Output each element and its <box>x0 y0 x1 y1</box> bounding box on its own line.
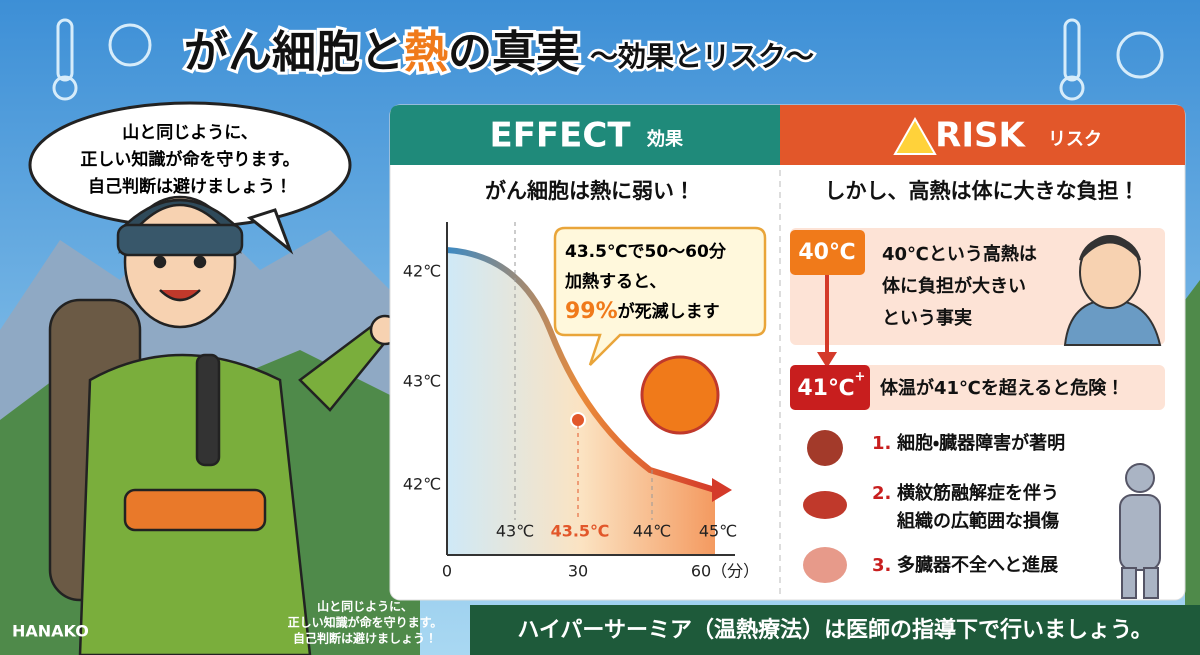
x-label: 0 <box>442 562 452 581</box>
effect-header-bg <box>390 105 780 165</box>
organ-icon <box>807 430 843 466</box>
item-num: 2. <box>872 483 891 504</box>
danger-text: 体温が41℃を超えると危険！ <box>880 377 1124 399</box>
sick-person <box>1063 234 1162 346</box>
speech-line: 山と同じように、 <box>122 123 258 143</box>
fever-line: 40℃という高熱は <box>882 243 1037 265</box>
thermometer-icon <box>52 18 1164 101</box>
fever-line: という事実 <box>882 307 972 329</box>
risk-header-bg <box>780 105 1185 165</box>
speech-bubble: 山と同じように、 正しい知識が命を守ります。 自己判断は避けましょう！ <box>28 101 352 255</box>
y-label: 42℃ <box>403 262 441 281</box>
muscle-icon <box>803 491 847 519</box>
item-line: 多臓器不全へと進展 <box>897 554 1059 576</box>
cancer-cell <box>640 355 720 435</box>
intestine-icon <box>803 547 847 583</box>
x-label: 30 <box>568 562 588 581</box>
fever-badge: 40℃ <box>798 240 855 265</box>
caption-line: 正しい知識が命を守ります。 <box>288 615 443 630</box>
fever-line: 体に負担が大きい <box>882 275 1026 297</box>
callout: 43.5℃で50〜60分 加熱すると、 99%が死滅します <box>553 226 767 366</box>
arrow-head <box>817 352 837 368</box>
effect-heading: がん細胞は熱に弱い！ <box>485 179 695 203</box>
curve-point <box>570 412 586 428</box>
effect-header-jp: 効果 <box>646 128 684 150</box>
fever-box <box>790 228 1165 345</box>
danger-box <box>790 365 1165 410</box>
guide-lines <box>514 222 653 520</box>
item-line: 組織の広範囲な損傷 <box>896 510 1059 532</box>
x-label: 60（分） <box>691 562 759 581</box>
risk-header: RISK <box>935 116 1026 156</box>
item-num: 3. <box>872 555 891 576</box>
character-name: HANAKO <box>12 622 89 641</box>
caption-line: 山と同じように、 <box>317 600 413 614</box>
heat-area <box>447 250 715 555</box>
warning-icon <box>893 116 937 155</box>
item-num: 1. <box>872 433 891 454</box>
y-label: 43℃ <box>403 372 441 391</box>
temp-label: 44℃ <box>633 522 671 541</box>
callout-line: 43.5℃で50〜60分 <box>565 242 727 262</box>
speech-line: 正しい知識が命を守ります。 <box>80 149 299 170</box>
y-label: 42℃ <box>403 475 441 494</box>
risk-header-jp: リスク <box>1048 129 1102 150</box>
subtitle: 〜効果とリスク〜 <box>590 40 814 73</box>
hiker <box>48 195 401 655</box>
danger-badge-bg <box>790 365 870 410</box>
risk-heading: しかし、高熱は体に大きな負担！ <box>825 179 1140 203</box>
hills-right <box>1185 280 1200 655</box>
item-line: 細胞・臓器障害が著明 <box>897 432 1065 454</box>
item-line: 横紋筋融解症を伴う <box>897 482 1059 504</box>
callout-line: 99%が死滅します <box>565 299 720 324</box>
temp-label: 45℃ <box>699 522 737 541</box>
fever-badge-bg <box>790 230 865 275</box>
caption: 山と同じように、 正しい知識が命を守ります。 自己判断は避けましょう！ <box>288 600 443 646</box>
danger-badge: 41℃ <box>797 376 854 401</box>
title: がん細胞と熱の真実 <box>184 27 580 78</box>
footer-bg <box>470 605 1200 655</box>
callout-line: 加熱すると、 <box>564 271 666 292</box>
temp-label: 43.5℃ <box>551 522 610 541</box>
effect-header: EFFECT <box>489 116 631 156</box>
curve-arrow <box>712 478 732 502</box>
danger-badge-sup: + <box>855 370 866 385</box>
caption-line: 自己判断は避けましょう！ <box>293 631 437 646</box>
temp-label: 43℃ <box>496 522 534 541</box>
speech-line: 自己判断は避けましょう！ <box>88 176 292 197</box>
temperature-curve <box>446 247 716 493</box>
body-icon <box>1119 463 1161 599</box>
footer: ハイパーサーミア（温熱療法）は医師の指導下で行いましょう。 <box>517 617 1152 643</box>
